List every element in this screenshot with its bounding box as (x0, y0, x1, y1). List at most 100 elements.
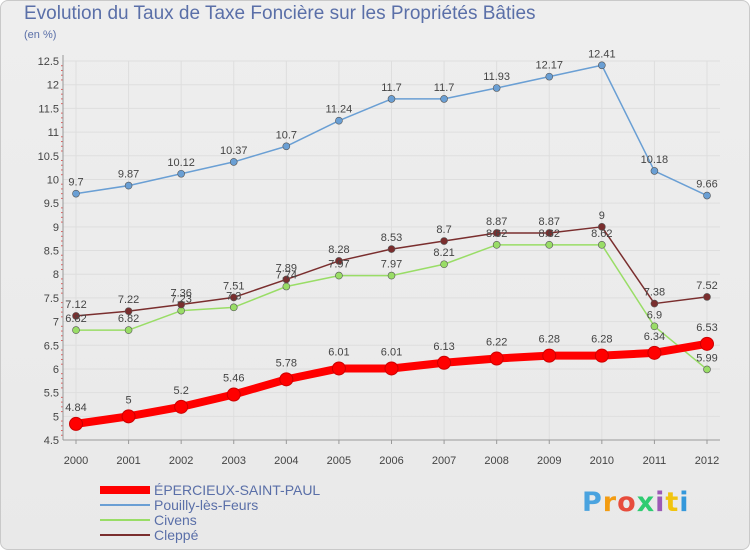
data-label: 10.7 (276, 129, 297, 141)
data-label: 6.22 (486, 337, 507, 349)
legend-swatch (100, 504, 150, 506)
data-point-3 (335, 257, 343, 265)
data-label: 7.74 (276, 270, 297, 282)
data-label: 8.53 (381, 232, 402, 244)
data-point-2 (229, 303, 238, 312)
x-tick-label: 2003 (222, 455, 246, 467)
data-label: 8.62 (486, 228, 507, 240)
data-point-3 (177, 300, 185, 309)
data-label: 6.28 (591, 334, 612, 346)
data-point-2 (545, 241, 554, 249)
logo-letter: P (582, 487, 603, 518)
x-tick-label: 2004 (274, 455, 298, 467)
data-label: 11.24 (326, 104, 353, 116)
data-point-0 (594, 348, 609, 363)
data-label: 11.7 (381, 82, 402, 94)
x-tick-label: 2010 (590, 455, 614, 467)
y-tick-label: 7 (53, 317, 59, 329)
legend-label: ÉPERCIEUX-SAINT-PAUL (154, 482, 321, 498)
x-tick-label: 2007 (432, 455, 456, 467)
x-tick-label: 2002 (169, 455, 193, 467)
data-point-0 (279, 372, 294, 387)
data-label: 4.84 (65, 402, 86, 414)
data-point-0 (121, 409, 136, 424)
data-point-2 (703, 365, 711, 374)
y-tick-label: 4.5 (44, 435, 59, 447)
x-tick-label: 2006 (379, 455, 403, 467)
data-label: 10.37 (220, 145, 248, 157)
data-label: 6.82 (118, 313, 139, 325)
data-label: 7.51 (223, 280, 244, 292)
data-label: 7.97 (381, 259, 402, 271)
x-tick-label: 2012 (695, 455, 719, 467)
data-point-1 (177, 169, 185, 178)
data-point-1 (545, 72, 554, 81)
data-label: 9.87 (118, 169, 139, 181)
data-label: 8.87 (539, 216, 560, 228)
data-label: 10.18 (641, 154, 669, 166)
y-tick-label: 9 (53, 222, 59, 234)
data-point-2 (440, 260, 448, 269)
data-label: 7.23 (170, 294, 191, 306)
data-label: 11.93 (483, 71, 510, 83)
legend-swatch (100, 486, 150, 494)
data-label: 9.66 (696, 179, 717, 191)
data-label: 6.01 (328, 346, 349, 358)
data-label: 6.9 (647, 309, 662, 321)
data-label: 6.82 (65, 313, 86, 325)
data-point-0 (489, 351, 504, 366)
proxiti-logo: Proxiti (582, 487, 690, 518)
chart-title: Evolution du Taux de Taxe Foncière sur l… (24, 3, 536, 24)
data-point-0 (700, 336, 714, 351)
legend-swatch (100, 534, 150, 536)
data-label: 9 (599, 210, 605, 222)
legend-swatch (100, 519, 150, 521)
data-point-0 (174, 399, 189, 414)
legend-label: Pouilly-lès-Feurs (154, 497, 259, 513)
data-point-2 (492, 241, 501, 249)
data-point-1 (335, 116, 343, 125)
data-point-1 (703, 191, 711, 200)
y-tick-label: 6.5 (44, 340, 59, 352)
y-tick-label: 12 (47, 80, 59, 92)
data-point-3 (440, 237, 448, 245)
y-tick-label: 8.5 (44, 246, 59, 258)
data-label: 6.34 (644, 331, 665, 343)
data-point-2 (124, 326, 133, 334)
data-point-3 (124, 307, 133, 315)
x-tick-label: 2005 (327, 455, 351, 467)
data-label: 7.89 (276, 262, 297, 274)
data-point-2 (387, 271, 396, 280)
y-tick-label: 10.5 (38, 151, 59, 163)
x-tick-label: 2001 (116, 455, 140, 467)
data-point-0 (437, 355, 452, 370)
data-point-1 (282, 142, 291, 151)
data-label: 6.01 (381, 346, 402, 358)
data-point-3 (72, 312, 80, 320)
data-label: 6.28 (539, 334, 560, 346)
data-label: 12.17 (535, 60, 563, 72)
data-label: 9.7 (68, 177, 83, 189)
data-point-1 (598, 61, 606, 70)
data-point-0 (542, 348, 557, 363)
data-point-1 (229, 158, 238, 166)
data-label: 7.36 (170, 288, 191, 300)
data-label: 6.13 (433, 341, 454, 353)
data-label: 8.62 (539, 228, 560, 240)
x-tick-label: 2009 (537, 455, 561, 467)
y-tick-label: 7.5 (44, 293, 59, 305)
data-labels: 4.84 5 5.2 5.46 5.78 6.01 6.01 6.13 6.22 6.28 6.28… (65, 48, 717, 414)
data-point-2 (335, 271, 343, 280)
data-point-3 (229, 293, 238, 302)
logo-letter: i (679, 487, 690, 518)
line-chart: 4.5 5 5.5 6 6.5 7 7.5 8 8.5 9 9.5 10 10.5 11 11.5 12 12.… (38, 48, 720, 467)
chart-unit-label: (en %) (24, 29, 57, 41)
data-label: 8.62 (591, 228, 612, 240)
data-point-3 (545, 229, 554, 237)
data-point-2 (598, 241, 606, 249)
y-tick-label: 5.5 (44, 388, 59, 400)
data-point-3 (703, 293, 711, 301)
data-label: 6.53 (696, 322, 717, 334)
data-point-1 (124, 181, 133, 190)
data-label: 10.12 (167, 157, 195, 169)
